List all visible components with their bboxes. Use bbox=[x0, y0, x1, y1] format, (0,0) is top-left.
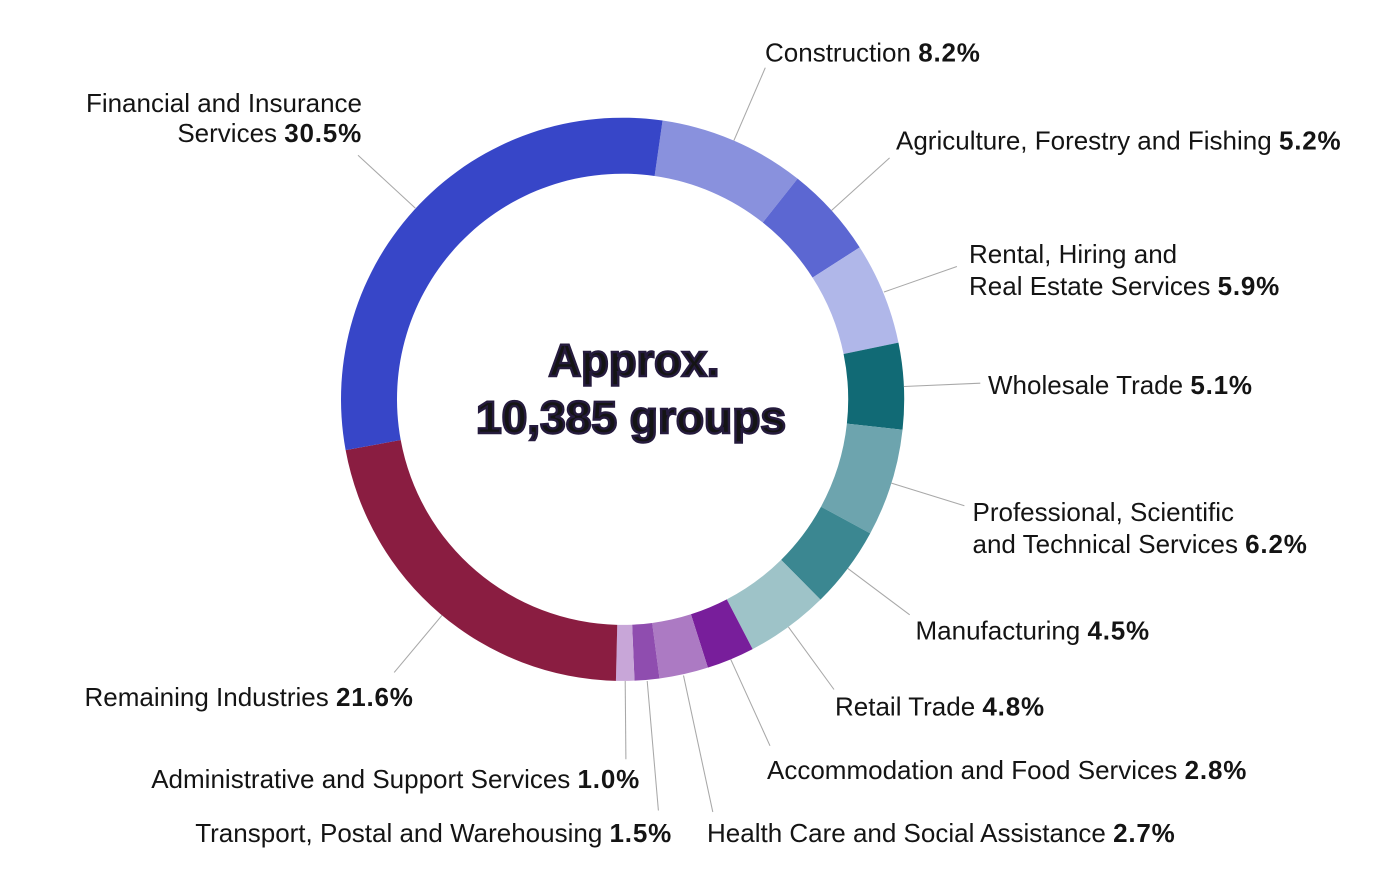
svg-text:Professional, Scientific: Professional, Scientific bbox=[973, 497, 1235, 527]
svg-text:Remaining Industries 21.6%: Remaining Industries 21.6% bbox=[85, 682, 414, 712]
svg-text:Retail Trade 4.8%: Retail Trade 4.8% bbox=[835, 692, 1045, 722]
svg-text:and Technical Services 6.2%: and Technical Services 6.2% bbox=[973, 529, 1308, 559]
svg-text:Real Estate Services 5.9%: Real Estate Services 5.9% bbox=[969, 271, 1280, 301]
svg-text:Manufacturing 4.5%: Manufacturing 4.5% bbox=[916, 615, 1150, 645]
svg-text:10,385 groups: 10,385 groups bbox=[476, 392, 786, 443]
svg-text:Accommodation and Food Service: Accommodation and Food Services 2.8% bbox=[767, 755, 1247, 785]
svg-text:Financial and Insurance: Financial and Insurance bbox=[86, 88, 362, 118]
svg-text:Construction 8.2%: Construction 8.2% bbox=[765, 38, 981, 68]
svg-text:Wholesale Trade 5.1%: Wholesale Trade 5.1% bbox=[988, 370, 1253, 400]
svg-text:Health Care and Social Assista: Health Care and Social Assistance 2.7% bbox=[707, 818, 1176, 848]
svg-text:Transport, Postal and Warehous: Transport, Postal and Warehousing 1.5% bbox=[195, 818, 672, 848]
svg-text:Approx.: Approx. bbox=[549, 335, 720, 386]
svg-text:Administrative and Support Ser: Administrative and Support Services 1.0% bbox=[151, 764, 640, 794]
svg-text:Services 30.5%: Services 30.5% bbox=[177, 118, 362, 148]
svg-text:Agriculture, Forestry and Fish: Agriculture, Forestry and Fishing 5.2% bbox=[896, 126, 1341, 156]
svg-text:Rental, Hiring and: Rental, Hiring and bbox=[969, 239, 1177, 269]
